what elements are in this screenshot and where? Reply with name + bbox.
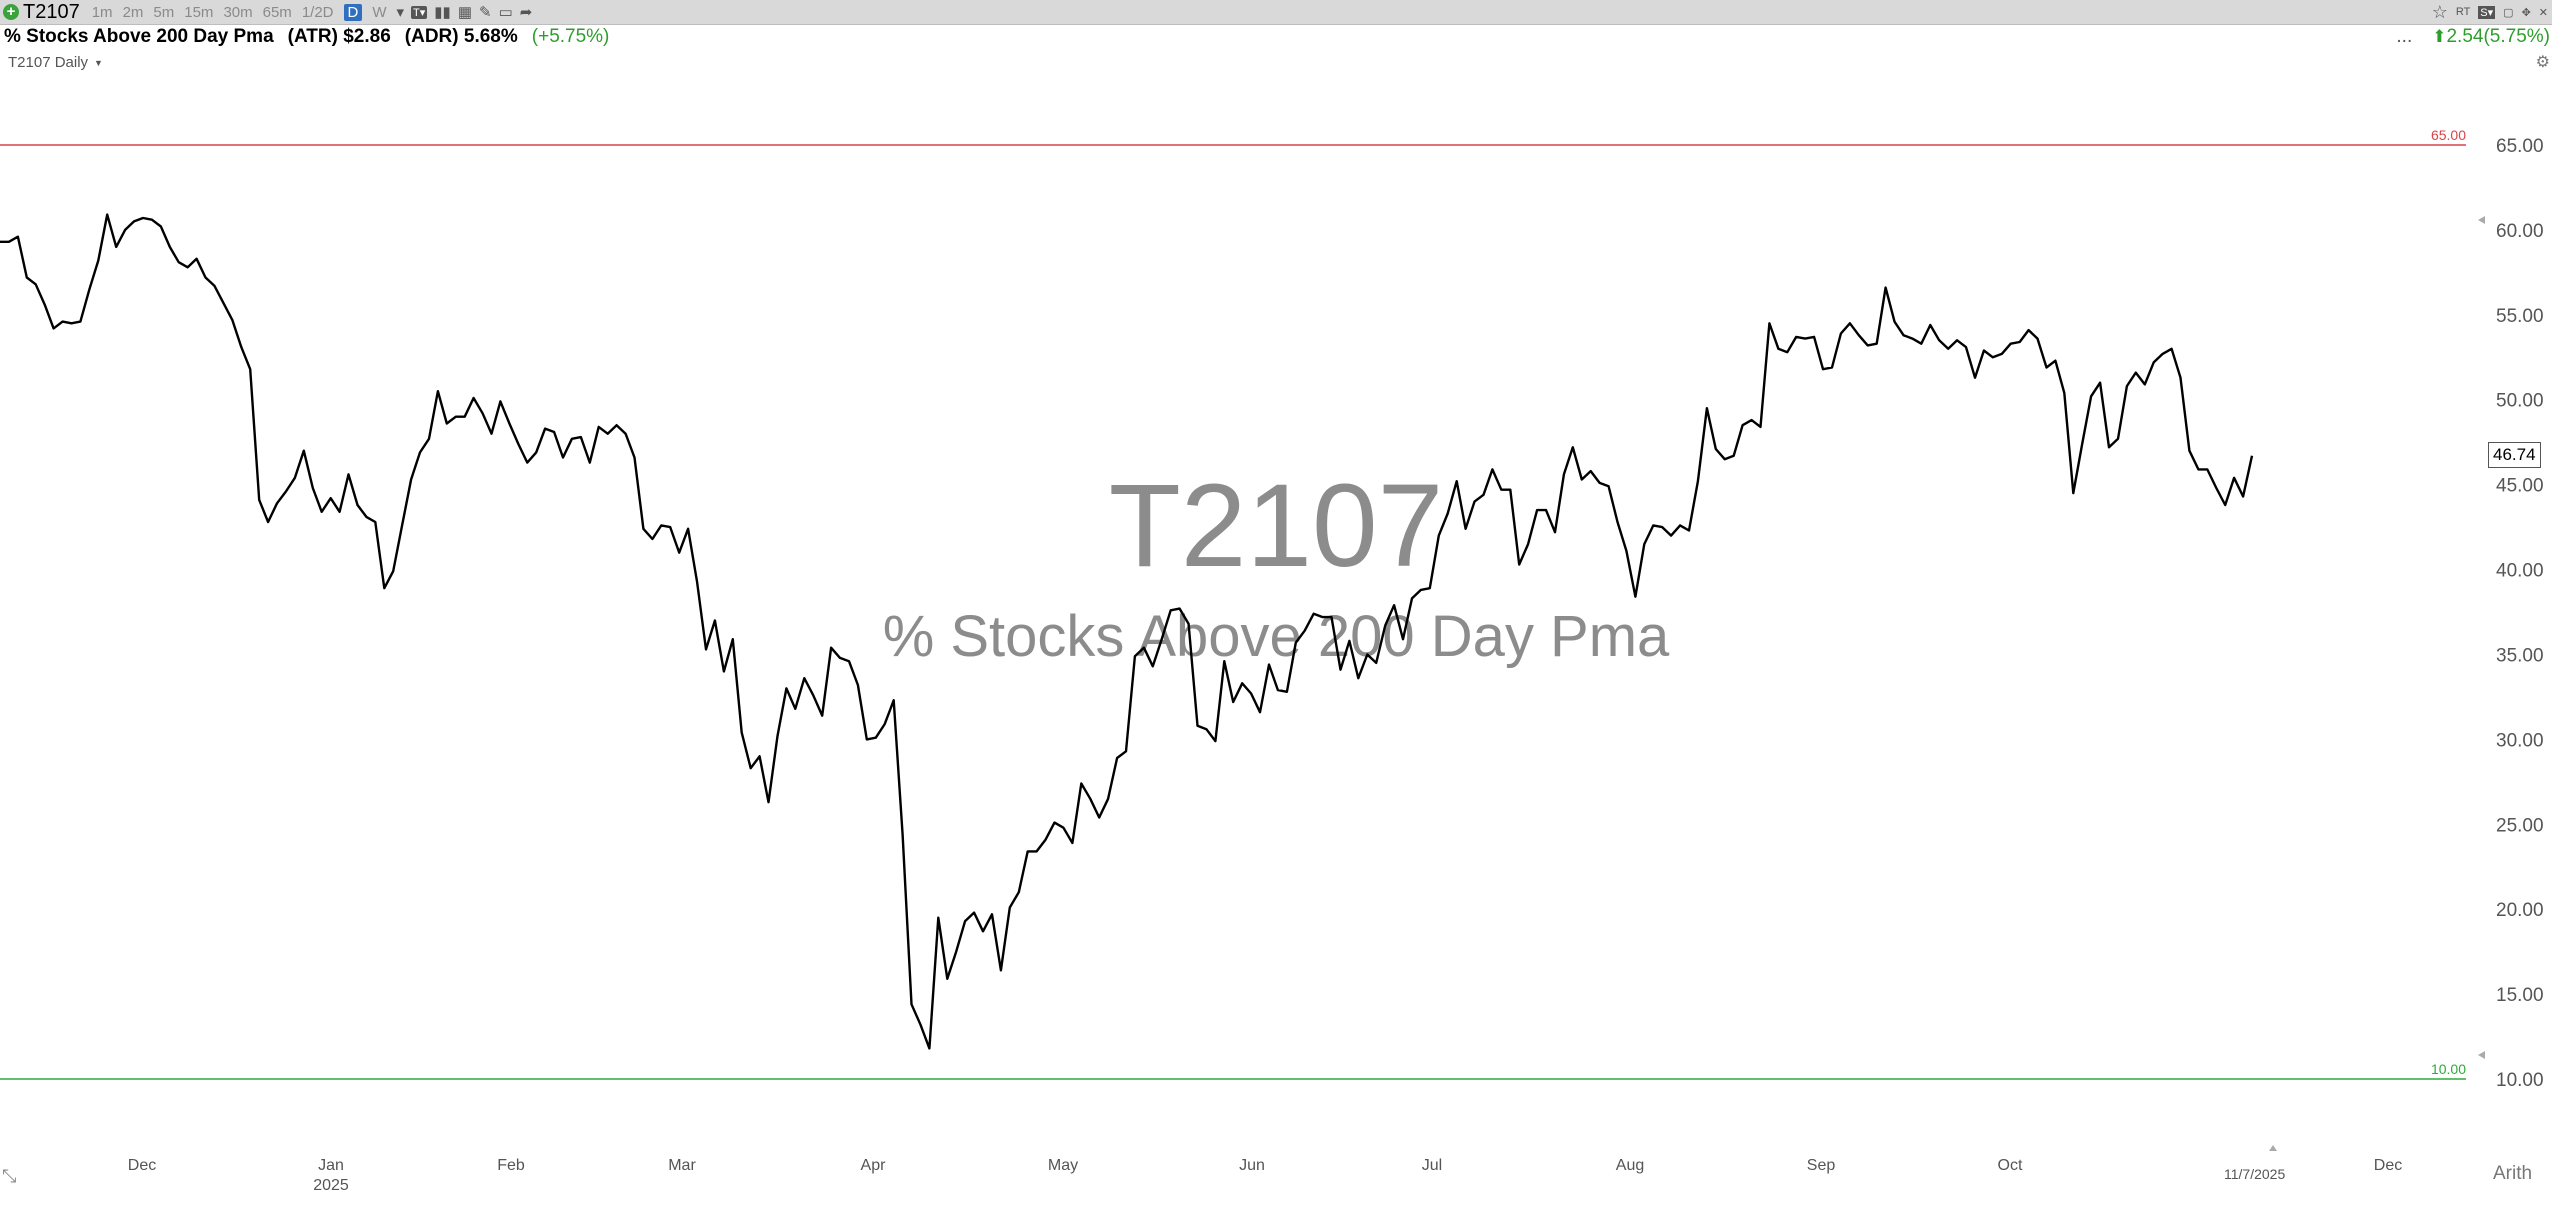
y-tick-label: 40.00 [2496,561,2544,582]
chart-label-dropdown[interactable]: T2107 Daily ▼ [8,54,103,71]
x-tick-label: Dec [2374,1157,2402,1174]
series-line [0,213,2254,1050]
y-tick-label: 30.00 [2496,730,2544,751]
x-tick-label: Aug [1616,1157,1644,1174]
watermark-name: % Stocks Above 200 Day Pma [883,604,1670,669]
x-tick-label: Jun [1239,1157,1265,1174]
y-tick-label: 50.00 [2496,391,2544,412]
chevron-down-icon: ▼ [94,57,103,68]
bar-style-icon[interactable]: ▮▮ [434,4,451,21]
series-group [0,213,2254,1050]
timeframe-weekly[interactable]: W [372,3,387,21]
last-date-label: 11/7/2025 [2224,1166,2286,1182]
window-icon[interactable]: ▢ [2503,6,2514,19]
y-tick-label: 65.00 [2496,136,2544,157]
adr-value: (ADR) 5.68% [404,26,518,47]
y-tick-label: 55.00 [2496,306,2544,327]
timeframe-1m[interactable]: 1m [91,3,113,21]
timeframe-15m[interactable]: 15m [184,3,214,21]
y-tick-label: 15.00 [2496,985,2544,1006]
timeframe-dropdown-icon[interactable]: ▾ [396,4,405,21]
scan-icon[interactable]: S▾ [2478,5,2496,19]
draw-pencil-icon[interactable]: ✎ [479,4,492,21]
scale-mode-button[interactable]: Arith [2493,1163,2533,1184]
timeframe-5m[interactable]: 5m [153,3,175,21]
y-tick-label: 10.00 [2496,1070,2544,1091]
year-label: 2025 [313,1177,349,1194]
up-arrow-icon: ⬆ [2432,27,2447,46]
symbol-input[interactable]: T2107 [23,0,80,23]
watermark: T2107 % Stocks Above 200 Day Pma [883,460,1670,669]
close-icon[interactable]: ✕ [2538,6,2548,19]
timeframe-daily[interactable]: D [343,3,363,21]
net-change: 2.54(5.75%) [2446,26,2550,47]
indicator-icon[interactable]: T▾ [411,5,428,19]
chart-title: % Stocks Above 200 Day Pma [4,26,274,47]
x-tick-label: Apr [861,1157,887,1174]
chart-label-text: T2107 Daily [8,54,89,71]
move-icon[interactable]: ✥ [2521,6,2531,19]
y-axis: 65.00 60.00 55.00 50.00 45.00 40.00 35.00 30.00… [2496,136,2544,1091]
x-tick-label: Oct [1998,1157,2023,1174]
reference-lines: 65.00 10.00 [0,127,2466,1080]
y-tick-label: 45.00 [2496,476,2544,497]
x-tick-label: Jul [1422,1157,1442,1174]
favorite-star-icon[interactable]: ☆ [2431,1,2448,22]
y-tick-label: 25.00 [2496,815,2544,836]
share-icon[interactable]: ➦ [519,4,533,21]
y-tick-label: 35.00 [2496,645,2544,666]
add-symbol-icon[interactable]: + [3,4,19,20]
watermark-symbol: T2107 [1109,460,1444,592]
last-price-tag: 46.74 [2488,442,2541,468]
timeframe-65m[interactable]: 65m [262,3,292,21]
y-tick-label: 60.00 [2496,221,2544,242]
palette-icon[interactable]: ⚙ [2535,54,2550,71]
chart-settings-icon[interactable]: ▦ [457,4,472,21]
timeframe-30m[interactable]: 30m [223,3,253,21]
timeframe-half-day[interactable]: 1/2D [301,3,334,21]
realtime-icon[interactable]: RT [2455,6,2471,18]
atr-value: (ATR) $2.86 [287,26,391,47]
info-bar: % Stocks Above 200 Day Pma (ATR) $2.86 (… [0,25,2552,49]
reference-line-label-0: 65.00 [2431,127,2466,143]
x-tick-label: Sep [1807,1157,1836,1174]
reference-line-label-1: 10.00 [2431,1061,2466,1077]
x-tick-label: May [1048,1157,1078,1174]
layout-icon[interactable]: ▭ [498,4,513,21]
timeframe-2m[interactable]: 2m [122,3,144,21]
x-tick-label: Mar [668,1157,696,1174]
percent-change: (+5.75%) [531,26,610,47]
y-tick-label: 20.00 [2496,900,2544,921]
x-tick-label: Feb [497,1157,525,1174]
x-tick-label: Jan [318,1157,344,1174]
more-menu[interactable]: ... [2396,26,2413,47]
x-tick-label: Dec [128,1157,156,1174]
toolbar: + T2107 1m 2m 5m 15m 30m 65m 1/2D D W ▾ … [0,0,2552,25]
crosshair-icon[interactable]: ⤡ [2,1166,17,1186]
x-axis: 2025 Dec Jan Feb Mar Apr May Jun Jul Aug Sep Oct De… [128,1157,2402,1194]
edge-markers [2269,216,2485,1151]
